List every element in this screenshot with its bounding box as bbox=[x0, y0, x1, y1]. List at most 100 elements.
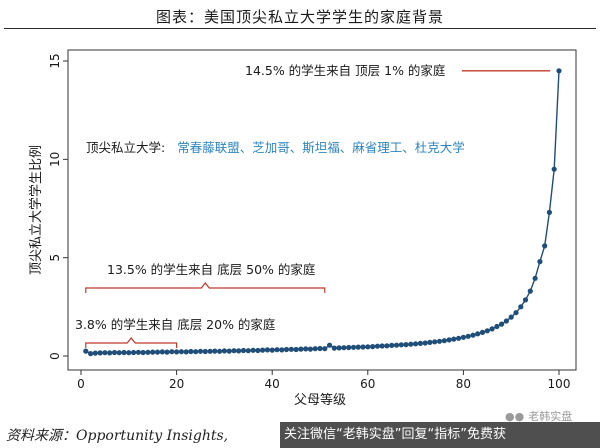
data-point bbox=[255, 347, 261, 354]
promo-banner: 关注微信“老韩实盘”回复“指标”免费获 bbox=[280, 422, 600, 448]
data-point bbox=[508, 314, 514, 320]
data-point bbox=[236, 348, 242, 354]
data-point bbox=[460, 334, 466, 340]
y-ticks: 0 5 10 15 bbox=[48, 53, 68, 360]
data-point bbox=[135, 349, 141, 355]
data-point bbox=[283, 346, 290, 353]
y-tick-label: 0 bbox=[48, 352, 62, 360]
data-point bbox=[551, 166, 557, 172]
data-point bbox=[303, 346, 309, 352]
data-point bbox=[398, 342, 404, 348]
data-point bbox=[451, 336, 457, 342]
data-point bbox=[260, 347, 266, 353]
chart-header: 图表：美国顶尖私立大学学生的家庭背景 bbox=[0, 0, 600, 30]
data-point bbox=[465, 333, 471, 339]
data-point bbox=[427, 339, 433, 345]
data-point bbox=[159, 349, 165, 355]
data-point bbox=[518, 304, 524, 310]
data-point bbox=[456, 335, 462, 341]
data-point bbox=[360, 344, 366, 350]
annotation-university-names: 常春藤联盟、芝加哥、斯坦福、麻省理工、杜克大学 bbox=[177, 140, 465, 155]
data-point bbox=[217, 348, 223, 354]
data-point bbox=[374, 343, 380, 349]
data-point bbox=[537, 259, 543, 265]
data-point bbox=[317, 345, 323, 352]
annotation-university-list-label: 顶尖私立大学: bbox=[86, 140, 165, 155]
annotation-bottom-20pct: 3.8% 的学生来自 底层 20% 的家庭 bbox=[75, 317, 276, 332]
data-point bbox=[355, 344, 361, 350]
plot-frame bbox=[67, 49, 577, 371]
data-point bbox=[413, 341, 419, 347]
data-point bbox=[250, 347, 256, 353]
data-point bbox=[293, 346, 299, 353]
title-rule bbox=[4, 28, 596, 29]
data-point bbox=[121, 349, 127, 356]
data-point bbox=[150, 349, 156, 355]
data-point bbox=[83, 348, 89, 354]
data-point bbox=[269, 347, 275, 353]
data-point bbox=[432, 339, 438, 345]
data-point bbox=[207, 348, 213, 354]
data-point bbox=[197, 348, 204, 354]
data-point bbox=[527, 288, 533, 294]
annotation-bottom-20pct-brace bbox=[85, 337, 178, 348]
data-point bbox=[131, 349, 137, 356]
annotation-top-1pct: 14.5% 的学生来自 顶层 1% 的家庭 bbox=[245, 63, 446, 78]
data-point bbox=[489, 326, 495, 332]
data-point bbox=[307, 346, 313, 352]
data-point bbox=[202, 348, 208, 355]
data-point bbox=[193, 349, 199, 355]
data-point bbox=[532, 275, 538, 281]
data-point bbox=[503, 318, 509, 324]
data-point bbox=[479, 329, 486, 335]
data-point bbox=[126, 350, 132, 356]
y-tick-label: 15 bbox=[48, 53, 62, 68]
data-point bbox=[556, 68, 562, 74]
data-point bbox=[365, 344, 371, 350]
data-point bbox=[327, 342, 333, 348]
x-tick-label: 80 bbox=[456, 377, 471, 391]
axes bbox=[67, 49, 577, 371]
series-points bbox=[83, 68, 562, 357]
data-point bbox=[274, 347, 280, 353]
data-point bbox=[542, 243, 548, 249]
data-point bbox=[446, 337, 452, 343]
x-tick-label: 40 bbox=[265, 377, 280, 391]
chart-title: 图表：美国顶尖私立大学学生的家庭背景 bbox=[155, 8, 444, 26]
data-point bbox=[231, 348, 237, 354]
x-tick-label: 20 bbox=[169, 377, 184, 391]
data-point bbox=[441, 338, 447, 344]
data-point bbox=[346, 344, 352, 351]
data-point bbox=[436, 338, 443, 344]
data-point bbox=[417, 340, 423, 346]
data-point bbox=[183, 349, 189, 355]
x-tick-label: 0 bbox=[77, 377, 85, 391]
data-point bbox=[494, 323, 500, 330]
wechat-icon: ●● bbox=[505, 410, 525, 423]
data-point bbox=[140, 349, 146, 356]
data-point bbox=[341, 345, 347, 351]
data-point bbox=[389, 342, 395, 348]
data-point bbox=[336, 345, 342, 351]
data-point bbox=[422, 340, 428, 346]
data-point bbox=[178, 349, 184, 355]
data-point bbox=[145, 349, 151, 355]
data-point bbox=[408, 341, 414, 347]
data-point bbox=[92, 350, 98, 356]
annotation-bottom-50pct-brace bbox=[85, 282, 326, 293]
data-point bbox=[298, 346, 304, 352]
data-point bbox=[221, 348, 227, 354]
x-tick-label: 60 bbox=[360, 377, 375, 391]
data-point bbox=[322, 346, 328, 352]
source-note: 资料来源：Opportunity Insights, bbox=[6, 428, 229, 444]
annotation-university-list: 顶尖私立大学: 常春藤联盟、芝加哥、斯坦福、麻省理工、杜克大学 bbox=[86, 140, 465, 155]
data-point bbox=[264, 347, 270, 353]
data-point bbox=[379, 343, 385, 349]
data-point bbox=[331, 345, 337, 351]
x-ticks: 0 20 40 60 80 100 bbox=[77, 370, 570, 391]
data-point bbox=[88, 351, 94, 357]
data-point bbox=[546, 209, 553, 215]
data-point bbox=[154, 349, 161, 355]
data-point bbox=[164, 349, 170, 355]
data-point bbox=[384, 343, 390, 349]
